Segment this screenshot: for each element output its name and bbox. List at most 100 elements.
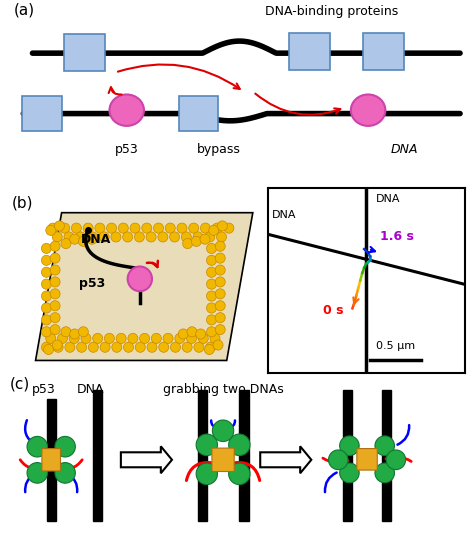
Circle shape [228, 463, 250, 484]
FancyBboxPatch shape [289, 33, 330, 70]
Circle shape [204, 344, 214, 354]
Circle shape [182, 342, 192, 352]
Circle shape [201, 223, 210, 233]
Circle shape [165, 223, 175, 233]
FancyBboxPatch shape [22, 96, 62, 132]
FancyBboxPatch shape [363, 33, 403, 70]
Circle shape [93, 333, 103, 344]
FancyBboxPatch shape [357, 448, 377, 470]
Circle shape [178, 329, 188, 339]
Bar [239, 390, 248, 521]
Circle shape [107, 223, 117, 233]
Circle shape [27, 437, 47, 457]
Circle shape [123, 232, 133, 242]
Circle shape [193, 232, 203, 242]
Circle shape [175, 333, 185, 344]
Circle shape [189, 223, 199, 233]
Circle shape [207, 255, 217, 265]
Circle shape [50, 313, 60, 323]
Circle shape [215, 241, 225, 251]
Circle shape [187, 326, 197, 337]
Circle shape [61, 238, 71, 249]
Circle shape [50, 289, 60, 299]
Circle shape [41, 243, 51, 253]
Circle shape [118, 223, 128, 233]
Polygon shape [121, 446, 172, 473]
Text: 0 s: 0 s [323, 304, 343, 317]
Circle shape [60, 223, 70, 233]
Circle shape [124, 342, 134, 352]
Text: grabbing two DNAs: grabbing two DNAs [163, 382, 283, 396]
Circle shape [375, 463, 394, 483]
Circle shape [207, 326, 217, 337]
Circle shape [200, 234, 210, 244]
Circle shape [50, 301, 60, 311]
Circle shape [207, 267, 217, 277]
Circle shape [57, 333, 67, 344]
Circle shape [41, 303, 51, 313]
Circle shape [116, 333, 126, 344]
Text: (c): (c) [9, 377, 30, 392]
Circle shape [218, 221, 228, 231]
Text: 1.6 s: 1.6 s [380, 230, 414, 243]
Circle shape [224, 223, 234, 233]
Circle shape [50, 241, 60, 251]
Circle shape [196, 434, 218, 455]
Circle shape [206, 342, 216, 352]
Circle shape [194, 342, 204, 352]
Circle shape [207, 315, 217, 325]
Circle shape [328, 450, 348, 470]
Circle shape [95, 223, 105, 233]
Circle shape [65, 342, 75, 352]
Text: 0.5 μm: 0.5 μm [376, 341, 415, 351]
Circle shape [340, 463, 359, 483]
Circle shape [46, 333, 56, 344]
Circle shape [210, 333, 220, 344]
Circle shape [196, 329, 206, 339]
Circle shape [78, 326, 88, 337]
Circle shape [207, 279, 217, 289]
Circle shape [88, 342, 98, 352]
Circle shape [154, 223, 164, 233]
Text: p53: p53 [32, 382, 56, 396]
Circle shape [100, 342, 110, 352]
Circle shape [217, 232, 227, 242]
Text: DNA: DNA [77, 382, 104, 396]
Text: DNA: DNA [81, 233, 111, 245]
Circle shape [27, 462, 47, 483]
Ellipse shape [351, 95, 385, 126]
Circle shape [147, 342, 157, 352]
Polygon shape [260, 446, 311, 473]
Circle shape [48, 223, 58, 233]
Text: (b): (b) [12, 195, 33, 210]
Circle shape [46, 225, 56, 235]
Circle shape [163, 333, 173, 344]
Circle shape [198, 333, 208, 344]
Circle shape [212, 420, 234, 441]
Circle shape [72, 223, 82, 233]
Circle shape [78, 236, 88, 246]
Circle shape [69, 333, 79, 344]
Circle shape [76, 232, 86, 242]
Circle shape [112, 342, 122, 352]
Circle shape [83, 223, 93, 233]
FancyBboxPatch shape [212, 448, 234, 471]
Circle shape [53, 342, 63, 352]
Circle shape [77, 342, 87, 352]
Circle shape [191, 236, 201, 246]
Circle shape [41, 291, 51, 301]
Circle shape [375, 436, 394, 455]
Text: bypass: bypass [197, 142, 241, 156]
Circle shape [177, 223, 187, 233]
Circle shape [340, 436, 359, 455]
Bar [46, 399, 56, 521]
Circle shape [142, 223, 152, 233]
Circle shape [215, 301, 225, 311]
Circle shape [207, 303, 217, 313]
Circle shape [215, 324, 225, 335]
Circle shape [207, 243, 217, 253]
Circle shape [99, 232, 109, 242]
Circle shape [228, 434, 250, 455]
Circle shape [196, 463, 218, 484]
Circle shape [44, 344, 54, 354]
